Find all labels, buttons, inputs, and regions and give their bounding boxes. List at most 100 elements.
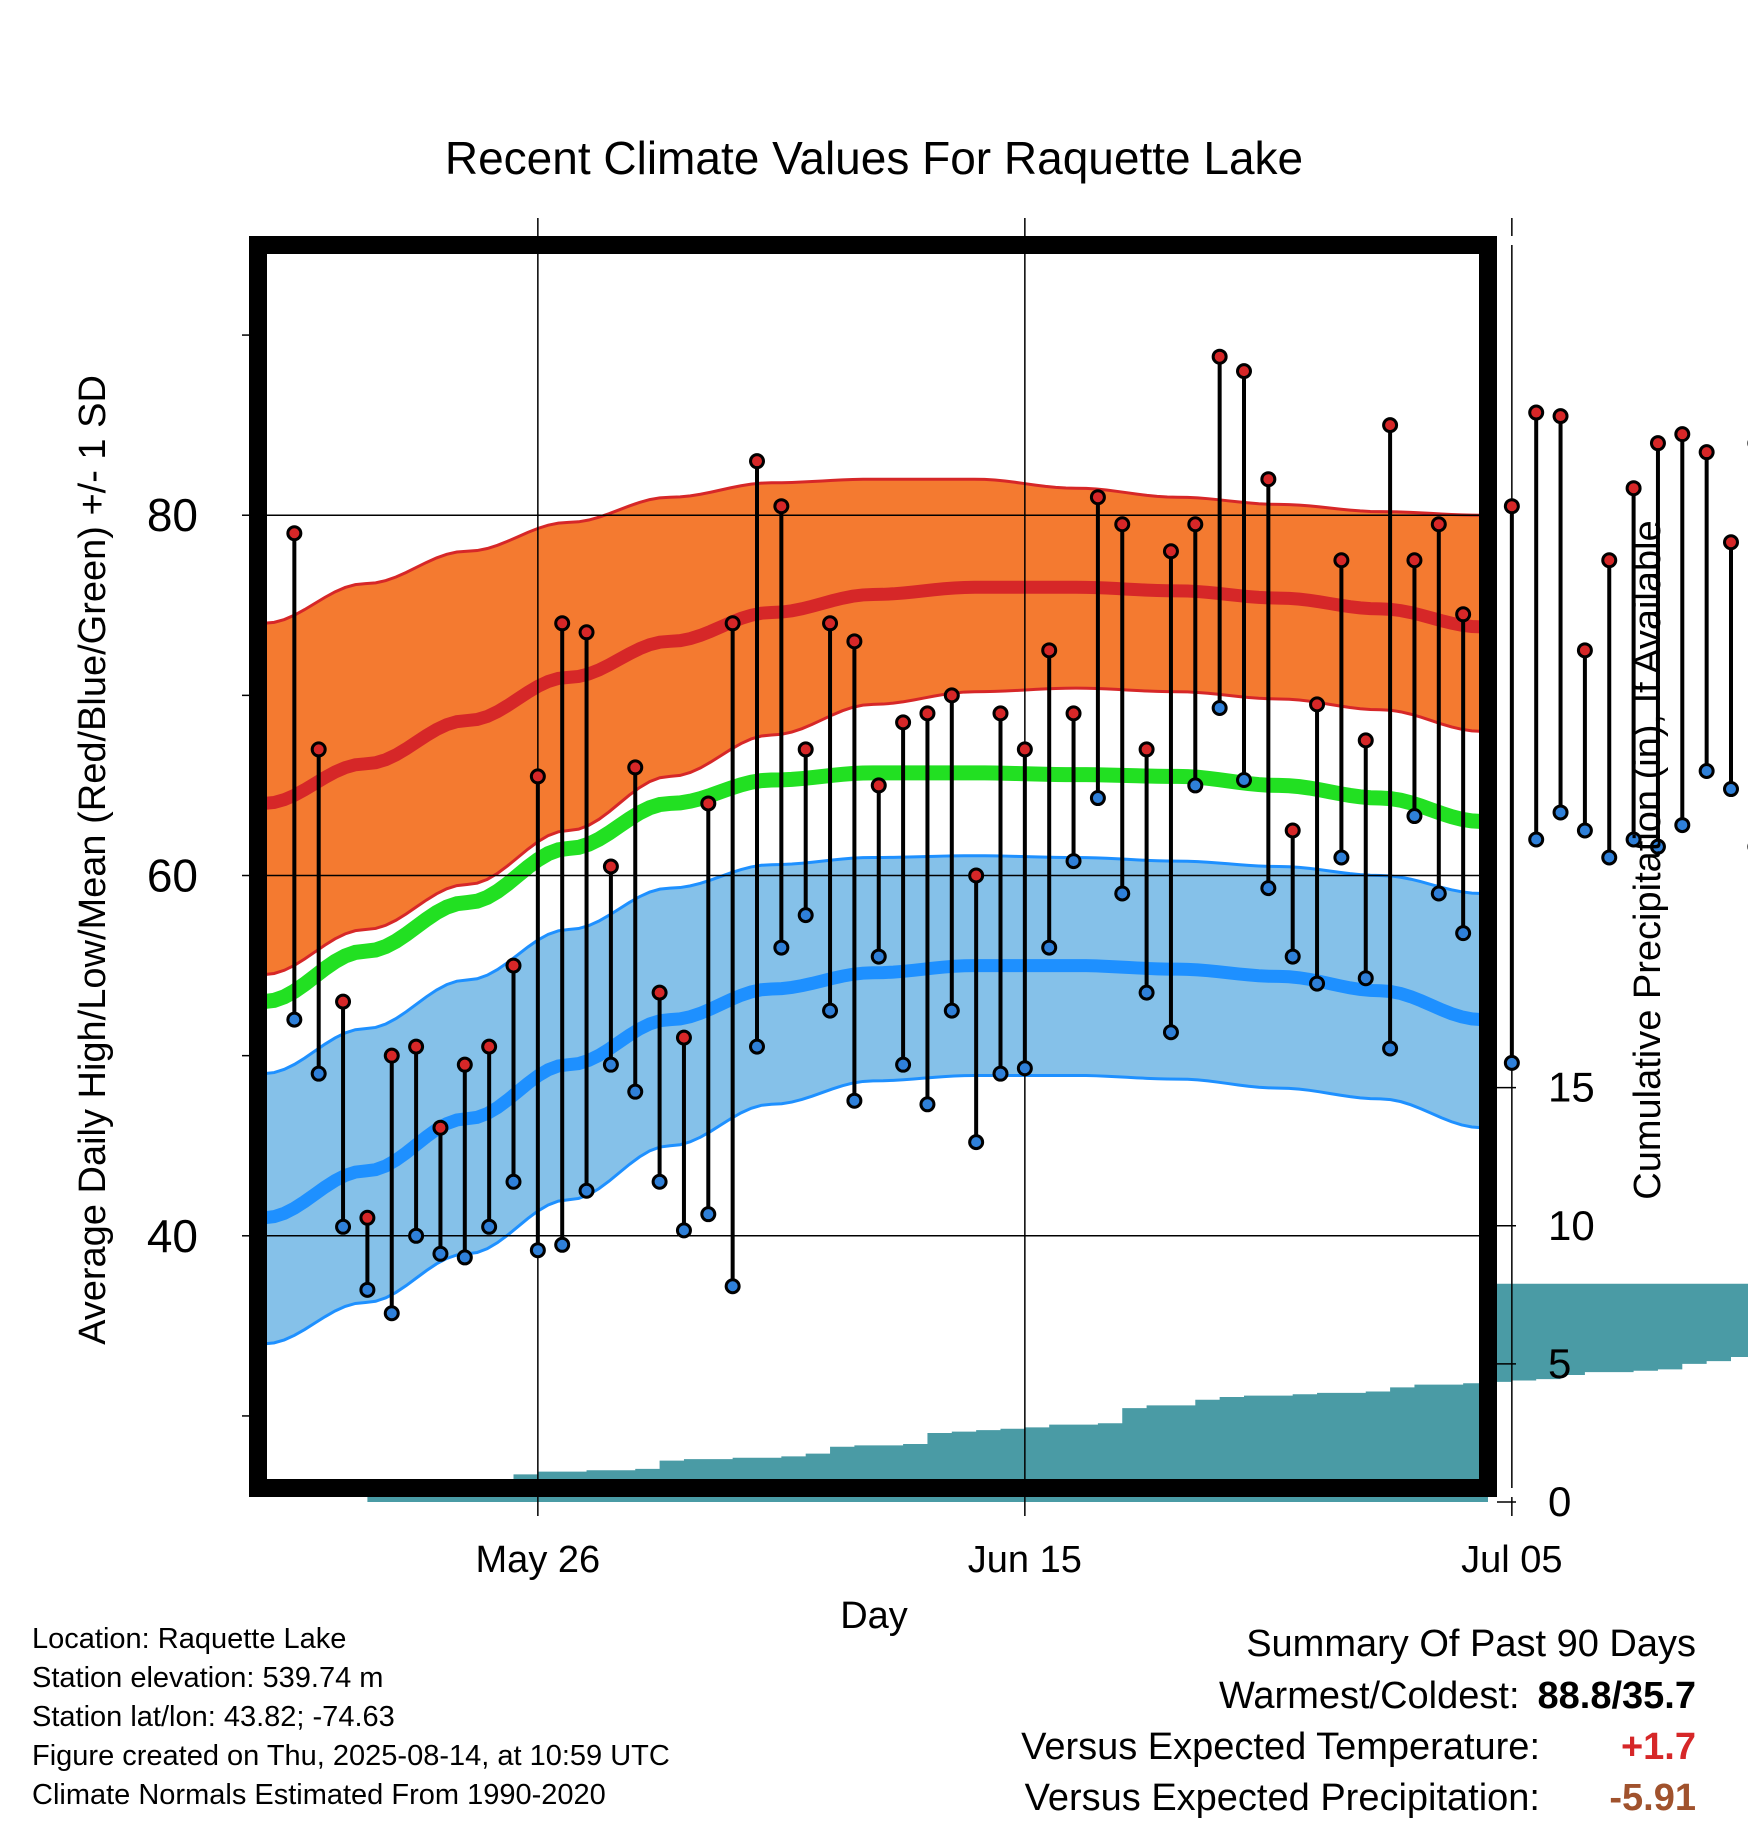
daily-low-point [846, 1092, 863, 1109]
daily-high-point [1406, 552, 1423, 569]
daily-high-point [1065, 705, 1082, 722]
info-location: Location: Raquette Lake [32, 1623, 347, 1655]
daily-low-point [1357, 970, 1374, 987]
daily-low-point [1503, 1054, 1520, 1071]
daily-high-point [1041, 642, 1058, 659]
summary-precipitation: Versus Expected Precipitation: -5.91 [1025, 1779, 1696, 1817]
normal-high-band-upper-edge [263, 477, 1483, 625]
summary-temperature: Versus Expected Temperature: +1.7 [1021, 1728, 1696, 1766]
info-latlon: Station lat/lon: 43.82; -74.63 [32, 1701, 395, 1733]
daily-high-point [456, 1056, 473, 1073]
chart-title: Recent Climate Values For Raquette Lake [445, 132, 1303, 184]
daily-low-point [1236, 772, 1252, 789]
daily-high-point [1309, 696, 1326, 713]
daily-low-point [1309, 975, 1326, 992]
daily-high-point [651, 984, 668, 1001]
daily-low-point [1114, 885, 1131, 902]
daily-high-point [943, 687, 960, 704]
daily-low-point [1284, 948, 1301, 965]
daily-low-point [1576, 822, 1593, 839]
daily-high-point [1236, 363, 1252, 380]
daily-high-point [383, 1047, 400, 1064]
y-tick-label-right: 0 [1548, 1478, 1571, 1525]
daily-high-point [992, 705, 1009, 722]
summary-warmest-coldest: Warmest/Coldest: 88.8/35.7 [1219, 1677, 1696, 1715]
y-tick-label-left: 40 [147, 1210, 198, 1262]
daily-low-point [919, 1096, 936, 1113]
daily-low-point [1552, 804, 1569, 821]
daily-low-point [1016, 1060, 1033, 1077]
info-normals: Climate Normals Estimated From 1990-2020 [32, 1779, 606, 1811]
daily-high-point [1089, 489, 1106, 506]
precip-versus-value: -5.91 [1609, 1777, 1696, 1819]
daily-low-point [968, 1134, 985, 1151]
daily-high-point [675, 1029, 692, 1046]
daily-high-point [700, 795, 717, 812]
daily-low-point [992, 1065, 1009, 1082]
daily-low-point [335, 1218, 352, 1235]
daily-high-point [1552, 408, 1569, 425]
daily-low-point [627, 1083, 644, 1100]
daily-high-point [1382, 417, 1399, 434]
daily-low-point [797, 907, 814, 924]
daily-high-point [1187, 516, 1204, 533]
normal-low-band [264, 855, 1482, 1344]
daily-low-point [1382, 1040, 1399, 1057]
daily-high-point [724, 615, 741, 632]
daily-low-point [1723, 781, 1739, 798]
daily-high-point [627, 759, 644, 776]
normal-low-line [263, 959, 1483, 1225]
daily-high-point [773, 498, 790, 515]
daily-high-point [310, 741, 327, 758]
daily-low-point [432, 1245, 449, 1262]
daily-low-point [1625, 831, 1642, 848]
daily-low-point [286, 1011, 303, 1028]
daily-high-point [1455, 606, 1472, 623]
daily-high-point [1723, 534, 1739, 551]
normal-high-line [263, 580, 1483, 810]
temp-versus-value: +1.7 [1620, 1726, 1696, 1768]
daily-low-point [1601, 849, 1618, 866]
plot-frame [249, 236, 1497, 1497]
daily-low-point [1649, 838, 1666, 855]
daily-low-point [1138, 984, 1155, 1001]
daily-high-point [1114, 516, 1131, 533]
daily-low-point [749, 1038, 765, 1055]
daily-low-point [1698, 763, 1715, 780]
normal-high-band [264, 479, 1482, 975]
normal-low-band-upper-edge [263, 854, 1483, 1076]
daily-low-point [359, 1281, 376, 1298]
info-elevation: Station elevation: 539.74 m [32, 1662, 384, 1694]
y-axis-label-right: Cumulative Precipitation (in), If Availa… [1627, 520, 1669, 1199]
daily-high-point [1576, 642, 1593, 659]
daily-low-point [408, 1227, 425, 1244]
daily-high-point [1625, 480, 1642, 497]
daily-high-point [797, 741, 814, 758]
normal-mean-line [263, 765, 1483, 1010]
daily-low-point [1162, 1024, 1179, 1041]
daily-high-point [578, 624, 595, 641]
daily-high-point [286, 525, 303, 542]
daily-high-point [1601, 552, 1618, 569]
daily-high-point [335, 993, 352, 1010]
info-created: Figure created on Thu, 2025-08-14, at 10… [32, 1740, 670, 1772]
y-tick-label-right: 10 [1548, 1202, 1595, 1249]
daily-low-point [1528, 831, 1545, 848]
daily-high-point [1649, 435, 1666, 452]
daily-low-point [1187, 777, 1204, 794]
daily-high-point [1333, 552, 1350, 569]
precip-versus-label: Versus Expected Precipitation: [1024, 1777, 1540, 1819]
x-tick-label: Jun 15 [968, 1539, 1082, 1581]
daily-high-point [554, 615, 571, 632]
daily-low-point [822, 1002, 839, 1019]
daily-low-point [1041, 939, 1058, 956]
daily-high-point [1138, 741, 1155, 758]
daily-low-point [724, 1278, 741, 1295]
daily-low-point [1333, 849, 1350, 866]
daily-high-point [895, 714, 912, 731]
daily-low-point [554, 1236, 571, 1253]
daily-low-point [481, 1218, 498, 1235]
daily-high-point [408, 1038, 425, 1055]
